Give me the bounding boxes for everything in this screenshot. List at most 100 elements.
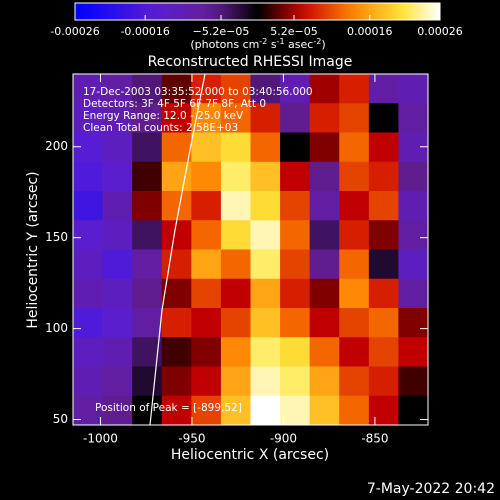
heatmap-cell <box>73 278 104 309</box>
heatmap-cell <box>280 366 311 397</box>
heatmap-cell <box>73 103 104 133</box>
colorbar-tick-label: -0.00026 <box>50 25 99 38</box>
colorbar-tick-label: 5.2e−05 <box>270 25 317 38</box>
heatmap-cell <box>132 161 163 192</box>
heatmap-cell <box>398 161 429 192</box>
heatmap-cell <box>339 103 370 133</box>
heatmap-cell <box>398 220 429 250</box>
heatmap-cell <box>132 220 163 250</box>
colorbar-label-part: -2 <box>259 37 267 46</box>
heatmap-cell <box>220 191 251 221</box>
heatmap-cell <box>191 337 222 367</box>
heatmap-cell <box>220 308 251 338</box>
heatmap-cell <box>161 103 192 133</box>
heatmap-cell <box>309 161 340 192</box>
plot-frame <box>72 73 429 426</box>
heatmap-cell <box>102 103 133 133</box>
heatmap-cell <box>250 278 281 309</box>
heatmap-cell <box>132 132 163 163</box>
heatmap-cell <box>398 249 429 280</box>
peak-label: Position of Peak = [-899,52] <box>95 402 242 414</box>
heatmap-cell <box>368 220 399 250</box>
heatmap-cell <box>73 249 104 280</box>
heatmap-cell <box>250 395 281 426</box>
heatmap-cell <box>309 337 340 367</box>
heatmap-cell <box>398 278 429 309</box>
heatmap-cell <box>102 74 133 104</box>
colorbar-label-part: -1 <box>277 37 285 46</box>
heatmap-cell <box>73 308 104 338</box>
heatmap-cell <box>309 132 340 163</box>
heatmap-cell <box>191 161 222 192</box>
heatmap-cell <box>368 132 399 163</box>
heatmap-cell <box>191 395 222 426</box>
colorbar <box>74 2 441 21</box>
heatmap-cell <box>250 161 281 192</box>
heatmap-cell <box>398 74 429 104</box>
heatmap-cell <box>73 132 104 163</box>
heatmap-cell <box>132 278 163 309</box>
heatmap-cell <box>280 132 311 163</box>
heatmap-cell <box>280 395 311 426</box>
heatmap-cell <box>280 249 311 280</box>
heatmap-cell <box>339 278 370 309</box>
heatmap-cell <box>73 337 104 367</box>
heatmap-cell <box>220 337 251 367</box>
heatmap-cell <box>191 278 222 309</box>
heatmap-cell <box>309 395 340 426</box>
annotation: Detectors: 3F 4F 5F 6F 7F 8F, Att 0 <box>83 98 266 110</box>
x-tick-label: -850 <box>361 432 388 446</box>
heatmap-cell <box>132 308 163 338</box>
y-tick-label: 100 <box>45 321 68 335</box>
heatmap-cell <box>339 132 370 163</box>
heatmap-cell <box>220 161 251 192</box>
heatmap-cell <box>102 249 133 280</box>
y-tick-label: 200 <box>45 139 68 153</box>
heatmap-cell <box>309 74 340 104</box>
colorbar-label-part: (photons cm <box>190 38 259 51</box>
x-tick-label: -1000 <box>83 432 118 446</box>
heatmap-cell <box>161 132 192 163</box>
heatmap-cell <box>368 366 399 397</box>
heatmap-cell <box>161 220 192 250</box>
heatmap-cell <box>339 220 370 250</box>
heatmap-cell <box>102 220 133 250</box>
heatmap-cell <box>309 249 340 280</box>
heatmap-cell <box>102 278 133 309</box>
heatmap-cell <box>250 74 281 104</box>
heatmap-cell <box>161 191 192 221</box>
heatmap-cell <box>280 161 311 192</box>
heatmap-cell <box>368 308 399 338</box>
heatmap-cell <box>73 395 104 426</box>
heatmap-cell <box>280 74 311 104</box>
heatmap-cell <box>250 191 281 221</box>
heatmap-cell <box>161 366 192 397</box>
colorbar-label-part: -2 <box>313 37 321 46</box>
heatmap-cell <box>280 191 311 221</box>
heatmap-cell <box>220 74 251 104</box>
heatmap-cell <box>309 220 340 250</box>
heatmap-cell <box>102 191 133 221</box>
heatmap-cell <box>132 395 163 426</box>
heatmap-cell <box>73 74 104 104</box>
heatmap-cell <box>191 249 222 280</box>
heatmap-cell <box>309 103 340 133</box>
heatmap-cell <box>368 161 399 192</box>
heatmap-cell <box>102 395 133 426</box>
heatmap-cell <box>398 308 429 338</box>
heatmap-cell <box>398 191 429 221</box>
heatmap-cell <box>191 308 222 338</box>
heatmap-cell <box>280 278 311 309</box>
heatmap-cell <box>220 132 251 163</box>
heatmap-cell <box>250 308 281 338</box>
heatmap-cell <box>368 103 399 133</box>
colorbar-label: (photons cm-2 s-1 asec-2) <box>190 37 325 52</box>
heatmap-cell <box>220 366 251 397</box>
heatmap-cell <box>398 132 429 163</box>
heatmap-cell <box>220 278 251 309</box>
heatmap-cell <box>191 220 222 250</box>
heatmap-cell <box>161 249 192 280</box>
heatmap-cell <box>280 220 311 250</box>
heatmap-cell <box>102 308 133 338</box>
